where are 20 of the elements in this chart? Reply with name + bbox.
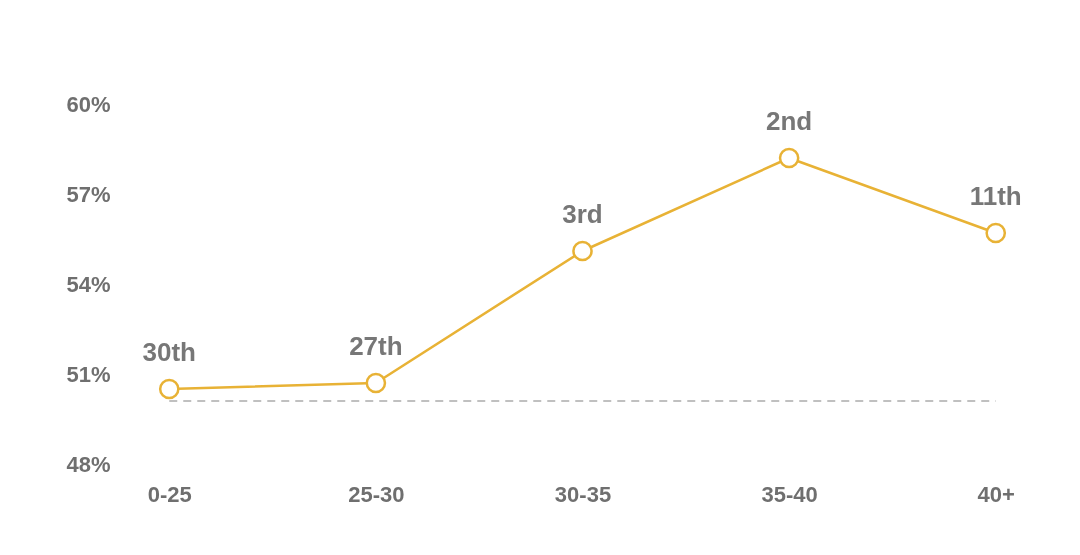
y-tick-label: 54% [66,271,111,297]
point [778,147,800,169]
annotation: 30th [142,337,196,367]
y-tick-label: 48% [66,451,111,477]
x-tick-label: 35-40 [761,481,818,507]
y-tick-label: 51% [66,361,111,387]
x-tick-label: 40+ [977,481,1015,507]
y-tick-label: 60% [66,91,111,117]
x-tick-label: 25-30 [348,481,405,507]
point [572,240,593,262]
y-tick-label: 57% [66,181,111,207]
point [365,372,387,394]
point [158,378,180,400]
x-tick-label: 30-35 [554,481,612,507]
point [985,222,1007,244]
annotation: 27th [349,331,403,361]
x-tick-label: 0-25 [147,481,192,507]
annotation: 2nd [766,106,813,136]
annotation: 11th [969,181,1022,211]
annotation: 3rd [562,199,603,229]
